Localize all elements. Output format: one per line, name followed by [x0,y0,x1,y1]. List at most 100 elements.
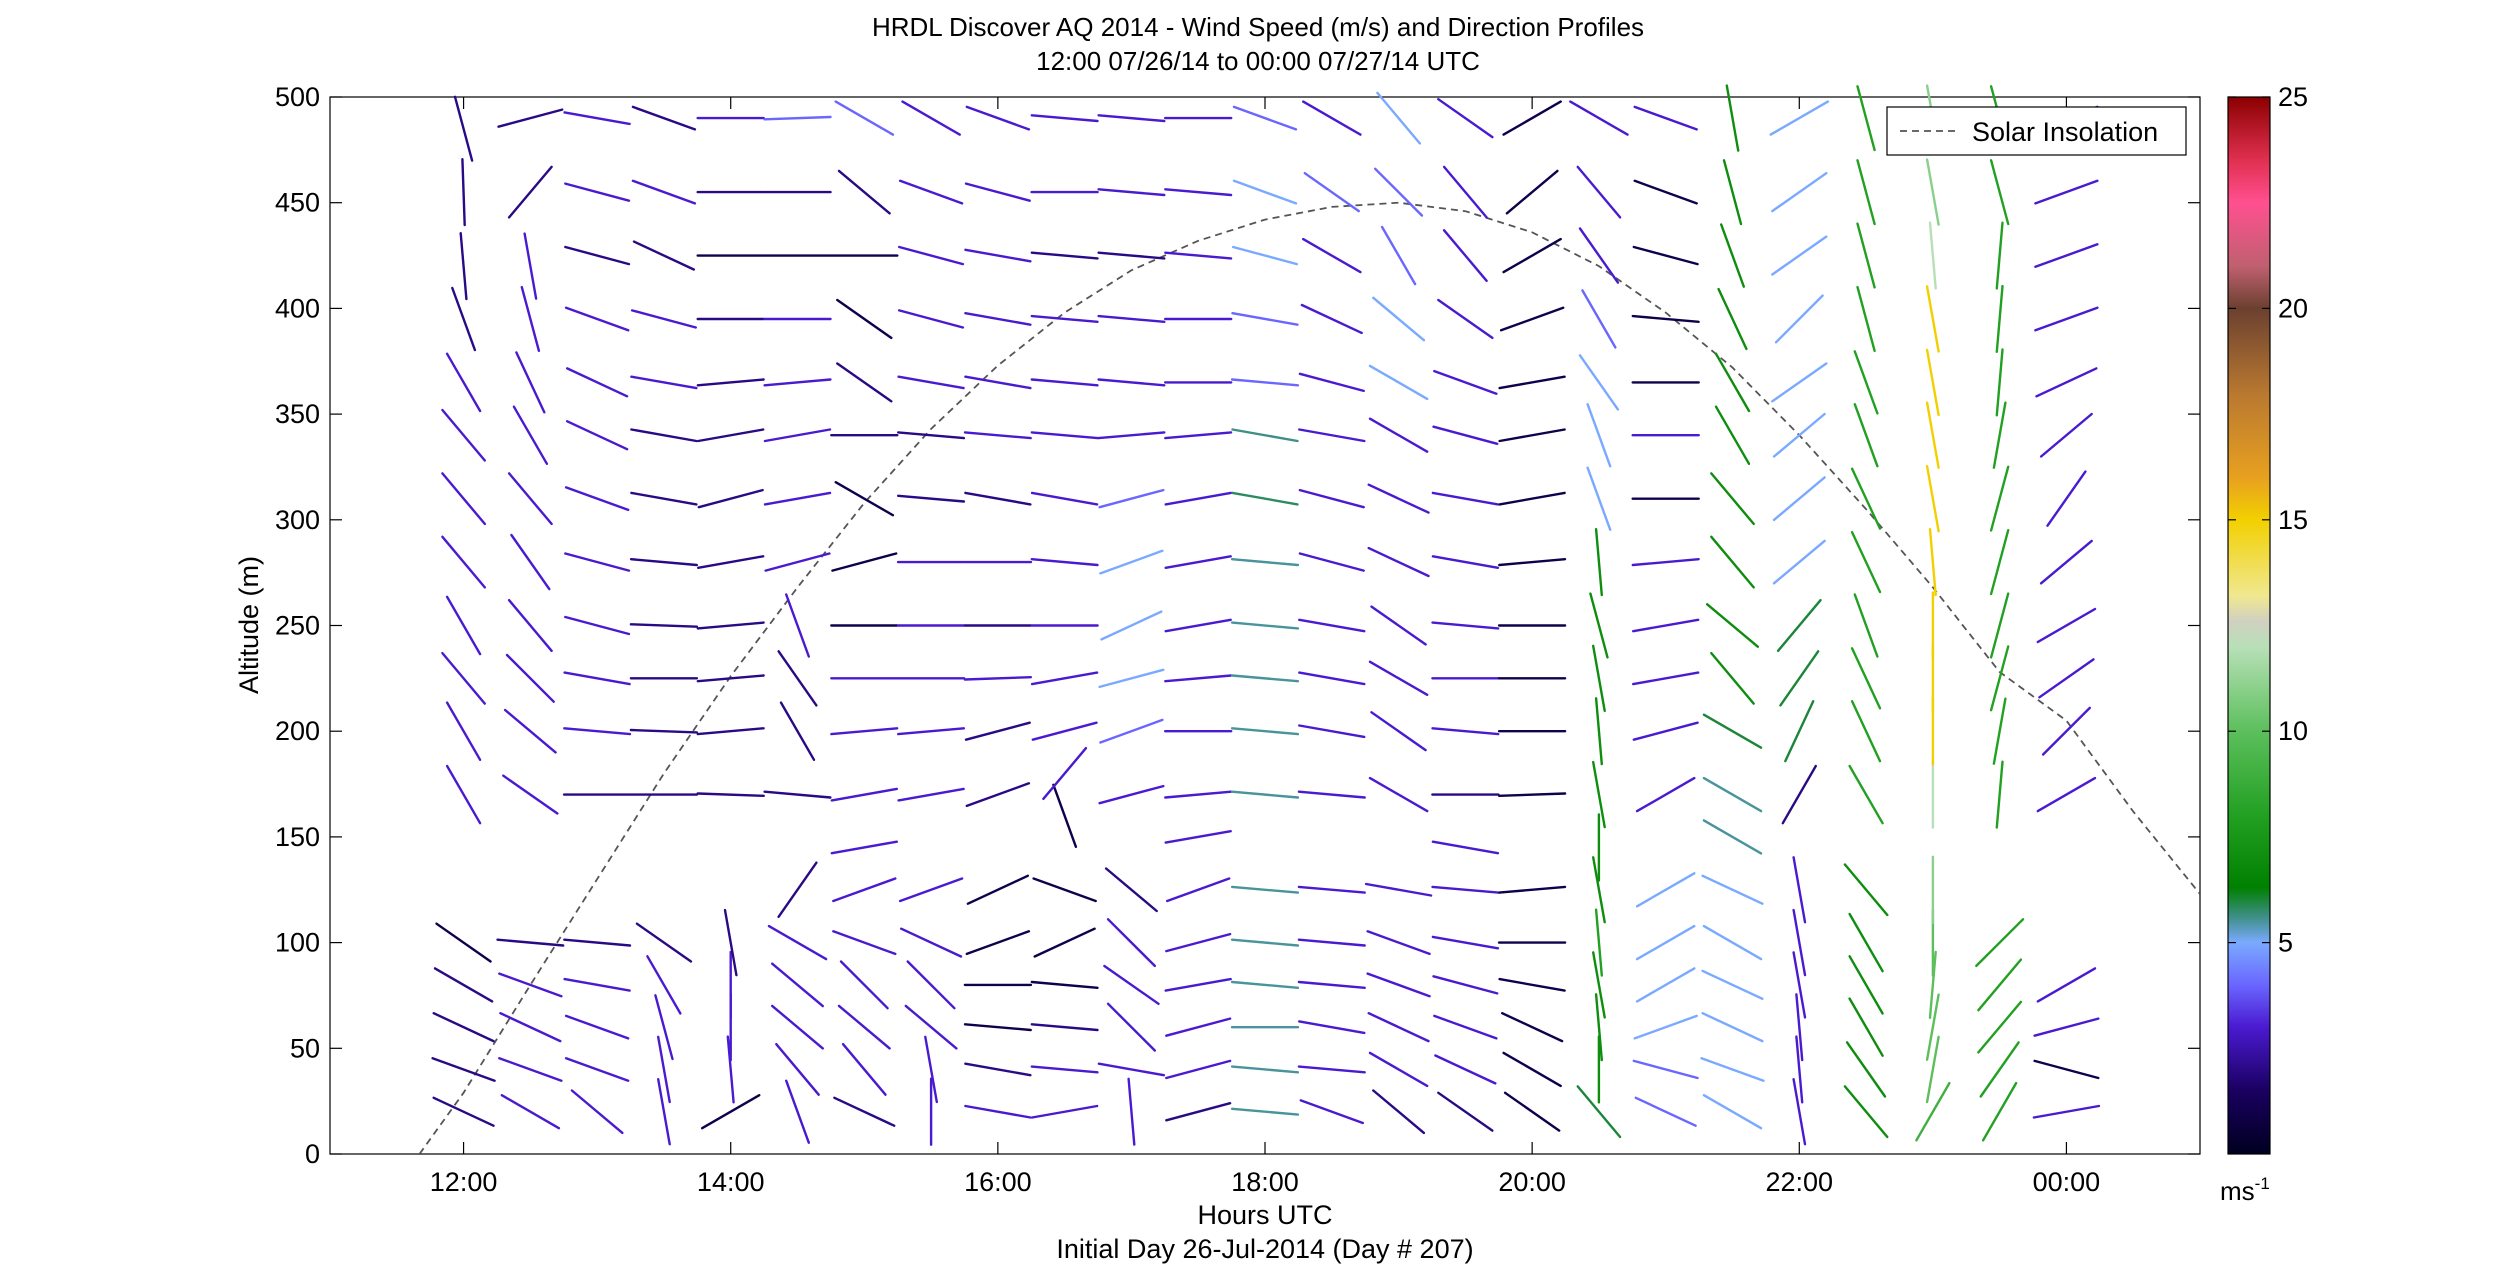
wind-vector [1989,529,2010,596]
wind-vector [1989,592,2010,659]
wind-vector [1977,1000,2023,1054]
wind-vector [564,1014,630,1040]
wind-vector [563,671,631,686]
wind-vector [2033,1017,2100,1037]
wind-vector [1702,713,1763,749]
wind-vector [1301,100,1362,136]
x-tick-label: 20:00 [1498,1167,1566,1197]
x-axis-sublabel: Initial Day 26-Jul-2014 (Day # 207) [1056,1234,1473,1264]
wind-vector [1030,251,1099,260]
wind-vector [1578,354,1620,411]
wind-vector [505,653,555,703]
wind-vector [441,472,486,526]
wind-vector [898,179,964,205]
wind-vector [1368,417,1429,453]
wind-vector [1632,245,1699,266]
wind-vector [1710,651,1755,705]
wind-vector [1772,476,1826,522]
wind-vector [904,1004,958,1050]
wind-vector [777,861,818,918]
wind-vector [1164,491,1232,506]
wind-vector [1928,950,1937,1019]
wind-vector [1635,967,1696,1003]
y-tick-label: 200 [275,716,320,746]
wind-vector [964,1104,1032,1119]
wind-vector [1230,885,1300,894]
wind-vector [1099,549,1164,575]
wind-vector [1297,790,1366,799]
wind-vector [1792,951,1807,1019]
wind-vector [2041,706,2092,756]
wind-vector [767,924,828,961]
wind-vector [1030,378,1099,387]
wind-vector [1232,179,1298,205]
x-tick-label: 18:00 [1231,1167,1299,1197]
wind-vector [1784,700,1815,763]
wind-vector [1702,924,1763,961]
wind-vector [1843,863,1889,917]
wind-vector [1995,760,2004,829]
wind-vector [696,378,765,387]
wind-vector [1701,1012,1764,1043]
wind-vector [785,593,810,658]
wind-vector [512,405,549,465]
wind-vector [657,1035,671,1104]
wind-vector [1366,930,1431,956]
wind-vector [1230,674,1300,683]
wind-vector [564,306,630,332]
wind-vector [1776,599,1822,652]
wind-vector [2035,367,2098,398]
wind-vector [1632,721,1699,741]
wind-vector [763,428,832,443]
wind-vector [1030,558,1099,567]
wind-vector [1498,491,1566,506]
wind-vector [841,1042,887,1096]
wind-vector [1164,830,1232,844]
wind-vector [964,491,1032,506]
wind-vector [2046,470,2087,527]
wind-vector [1772,539,1826,585]
x-tick-label: 22:00 [1765,1167,1833,1197]
wind-vector [1106,918,1157,968]
wind-vector [1230,980,1300,989]
wind-vector [441,535,486,589]
wind-vector [964,375,1032,390]
wind-vector [1298,488,1365,509]
wind-vector [1376,91,1422,145]
wind-vector [1717,287,1748,351]
wind-vector [830,840,898,855]
wind-vector [1303,171,1361,213]
wind-vector [1701,969,1764,1000]
wind-vector [445,701,482,761]
wind-vector [1856,159,1876,226]
wind-vector [1442,165,1488,219]
wind-vector [1032,877,1097,903]
wind-vector [1230,621,1300,630]
wind-vector [1431,555,1500,569]
wind-vector [1164,251,1233,260]
wind-vector [1769,100,1830,136]
wind-vector [834,481,895,517]
wind-vector [836,362,893,403]
wind-vector [441,651,486,705]
wind-vector [1848,955,1884,1015]
wind-vector [1722,159,1743,226]
wind-vector [696,727,765,736]
wind-vector [1442,229,1488,282]
y-tick-label: 0 [305,1139,320,1169]
wind-vector [963,676,1033,681]
wind-vector [1098,488,1165,509]
wind-vector [1635,872,1696,908]
wind-vector [1569,100,1629,136]
wind-vector [1981,1081,2018,1142]
y-tick-label: 500 [275,82,320,112]
wind-vector [1165,1101,1232,1122]
y-tick-label: 450 [275,188,320,218]
x-tick-label: 00:00 [2033,1167,2101,1197]
wind-vector [500,1093,561,1130]
y-tick-label: 250 [275,611,320,641]
wind-vector [833,1096,896,1127]
wind-vector [632,240,695,271]
wind-vector [1635,924,1696,961]
wind-vector [654,994,674,1061]
